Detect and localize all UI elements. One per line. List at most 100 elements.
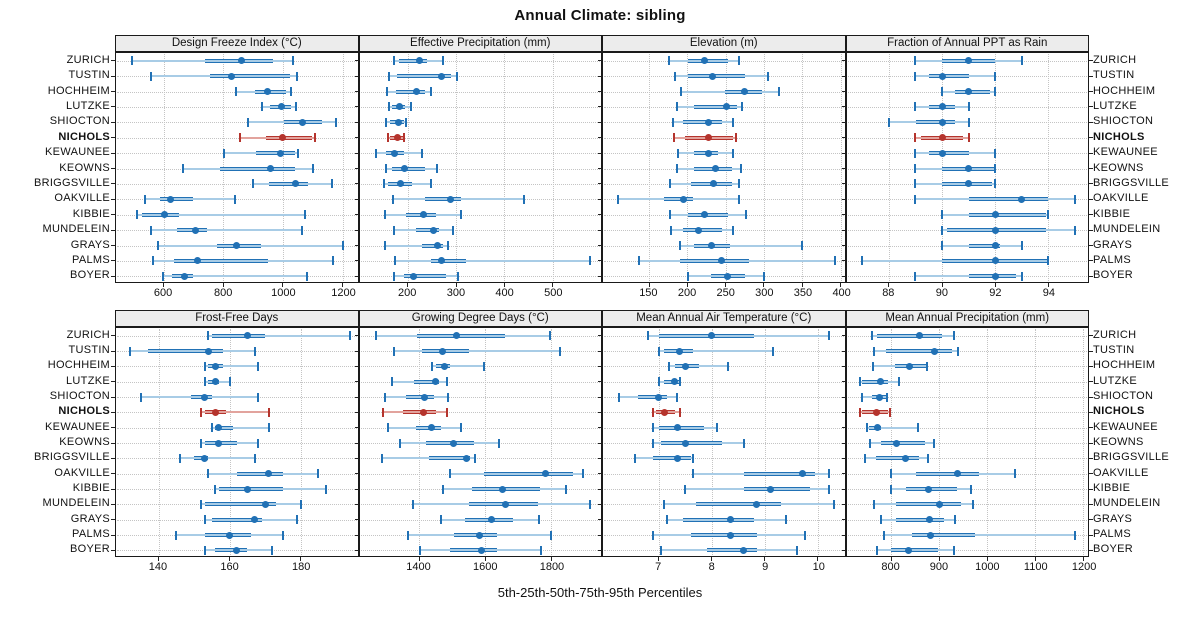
hgridline [847,335,1087,337]
site-label-left: BOYER [69,269,110,282]
vgridline [504,54,506,281]
whisker-cap-high [267,407,270,417]
whisker-cap-low [652,423,655,433]
hgridline [360,137,600,139]
axis-tick [222,283,224,287]
whisker-line [385,244,449,247]
site-label-right: PALMS [1093,253,1131,266]
whisker-cap-high [233,194,236,204]
median-dot [905,546,913,554]
whisker-line [394,350,560,352]
row-tick [598,106,602,108]
whisker-line [151,229,303,232]
site-label-right: LUTZKE [1093,374,1137,387]
whisker-line [670,213,747,216]
whisker-cap-high [676,392,679,402]
hgridline [360,183,600,185]
median-dot [211,362,219,370]
hgridline [117,199,357,201]
whisker-cap-low [692,469,695,479]
median-dot [211,408,219,416]
whisker-cap-high [292,56,295,66]
median-dot [410,272,418,280]
whisker-cap-low [139,392,142,402]
median-dot [166,195,174,203]
whisker-line [680,244,803,247]
whisker-line [204,365,259,368]
row-tick [841,168,846,169]
median-dot [233,546,241,554]
whisker-cap-high [1073,194,1076,204]
row-tick [354,350,359,352]
whisker-cap-low [859,407,862,417]
whisker-cap-high [1073,225,1076,235]
whisker-cap-high [271,545,274,555]
row-tick [598,75,602,77]
site-label-right: HOCHHEIM [1093,84,1156,97]
whisker-cap-high [588,256,591,266]
tick-label: 160 [220,561,239,573]
whisker-cap-high [341,241,344,250]
median-dot [498,485,506,493]
panel-body [841,327,1093,561]
median-dot [938,134,946,142]
whisker-cap-low [617,392,620,402]
row-tick [111,260,115,262]
vgridline [764,329,766,555]
axis-tick [764,557,766,561]
whisker-line [618,198,739,201]
row-tick [1089,534,1093,536]
median-dot [438,257,446,265]
tick-label: 1000 [975,561,1000,573]
whisker-cap-low [392,56,395,66]
row-tick [1089,365,1093,367]
row-tick [598,335,602,337]
median-dot [278,134,286,142]
row-tick [598,488,602,490]
panel-header: Elevation (m) [602,35,846,52]
row-tick [841,427,846,429]
tick-label: 88 [882,287,895,299]
site-label-right: GRAYS [1093,512,1133,525]
row-tick [841,245,846,246]
whisker-cap-high [295,71,298,81]
row-tick [841,214,846,216]
row-tick [598,152,602,154]
median-dot [420,211,428,219]
whisker-cap-high [257,392,260,402]
median-dot [427,424,435,432]
site-label-left: PALMS [72,253,110,266]
site-label-right: KEWAUNEE [1093,146,1158,159]
whisker-cap-low [431,361,434,371]
row-tick [111,519,115,521]
whisker-line [915,198,1075,201]
whisker-cap-low [399,438,402,448]
row-tick [841,137,846,139]
whisker-cap-low [889,484,892,494]
median-dot [676,347,684,355]
axis-tick [158,557,160,561]
site-label-left: HOCHHEIM [47,84,110,97]
whisker-cap-low [247,117,250,127]
median-dot [215,424,223,432]
whisker-cap-high [409,102,412,112]
site-label-right: LUTZKE [1093,99,1137,112]
whisker-cap-low [143,194,146,204]
row-tick [598,473,602,475]
median-dot [401,165,409,172]
whisker-cap-high [785,515,788,525]
median-dot [201,393,209,401]
whisker-line [639,259,836,262]
median-dot [925,485,933,493]
row-tick [598,121,602,123]
whisker-line [867,426,918,429]
row-tick [1089,260,1093,262]
site-label-left: GRAYS [70,238,110,251]
row-tick [598,198,602,200]
row-tick [1089,75,1093,77]
percentile-caption: 5th-25th-50th-75th-95th Percentiles [497,585,703,600]
whisker-line [634,457,694,460]
whisker-cap-low [864,453,867,463]
row-tick [111,91,115,92]
tick-label: 400 [832,287,851,299]
